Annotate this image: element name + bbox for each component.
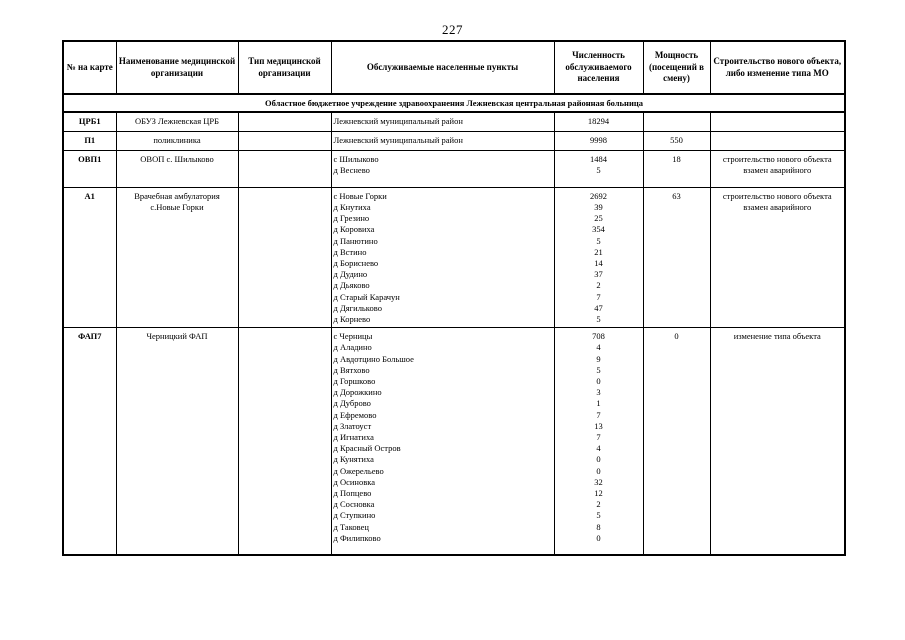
capacity-cell: 0 [642,327,711,556]
table-row: ЦРБ1 ОБУЗ Лежневская ЦРБ Лежневский муни… [62,111,846,132]
note-cell: строительство нового объекта взамен авар… [709,149,846,188]
org-type-cell [237,186,332,329]
header-org-type: Тип медицинской организации [237,40,332,95]
header-row: № на карте Наименование медицинской орга… [62,40,846,95]
settlements-cell: с Шилыково д Веснево [330,149,555,188]
medical-org-table: № на карте Наименование медицинской орга… [62,40,846,556]
table-row: ОВП1 ОВОП с. Шилыково с Шилыково д Весне… [62,149,846,188]
population-cell: 708 4 9 5 0 3 1 7 13 7 4 0 0 32 12 2 5 8… [553,327,644,556]
org-type-cell [237,149,332,188]
note-cell [709,111,846,132]
header-population: Численность обслуживаемого населения [553,40,644,95]
header-map-number: № на карте [62,40,117,95]
settlements-cell: Лежневский муниципальный район [330,130,555,151]
map-id-cell: ОВП1 [62,149,117,188]
header-construction: Строительство нового объекта, либо измен… [709,40,846,95]
group-header-row: Областное бюджетное учреждение здравоохр… [62,93,846,114]
map-id-cell: ЦРБ1 [62,111,117,132]
note-cell: строительство нового объекта взамен авар… [709,186,846,329]
header-settlements: Обслуживаемые населенные пункты [330,40,555,95]
settlements-cell: с Черницы д Аладино д Авдотцино Большое … [330,327,555,556]
capacity-cell: 63 [642,186,711,329]
settlements-cell: с Новые Горки д Кнутиха д Грезино д Коро… [330,186,555,329]
capacity-cell [642,111,711,132]
population-cell: 9998 [553,130,644,151]
table-header: № на карте Наименование медицинской орга… [62,40,846,95]
map-id-cell: ФАП7 [62,327,117,556]
population-cell: 1484 5 [553,149,644,188]
table-row: ФАП7 Черницкий ФАП с Черницы д Аладино д… [62,327,846,556]
org-name-cell: Врачебная амбулатория с.Новые Горки [115,186,239,329]
header-capacity: Мощность (посещений в смену) [642,40,711,95]
table-row: А1 Врачебная амбулатория с.Новые Горки с… [62,186,846,329]
org-type-cell [237,327,332,556]
page-number: 227 [442,22,463,37]
map-id-cell: А1 [62,186,117,329]
capacity-cell: 550 [642,130,711,151]
note-cell [709,130,846,151]
population-cell: 18294 [553,111,644,132]
table-body: Областное бюджетное учреждение здравоохр… [62,93,846,556]
table-row: П1 поликлиника Лежневский муниципальный … [62,130,846,151]
org-type-cell [237,130,332,151]
map-id-cell: П1 [62,130,117,151]
header-org-name: Наименование медицинской организации [115,40,239,95]
org-name-cell: ОВОП с. Шилыково [115,149,239,188]
org-type-cell [237,111,332,132]
group-header: Областное бюджетное учреждение здравоохр… [62,93,846,114]
population-cell: 2692 39 25 354 5 21 14 37 2 7 47 5 [553,186,644,329]
note-cell: изменение типа объекта [709,327,846,556]
capacity-cell: 18 [642,149,711,188]
org-name-cell: Черницкий ФАП [115,327,239,556]
org-name-cell: поликлиника [115,130,239,151]
org-name-cell: ОБУЗ Лежневская ЦРБ [115,111,239,132]
settlements-cell: Лежневский муниципальный район [330,111,555,132]
